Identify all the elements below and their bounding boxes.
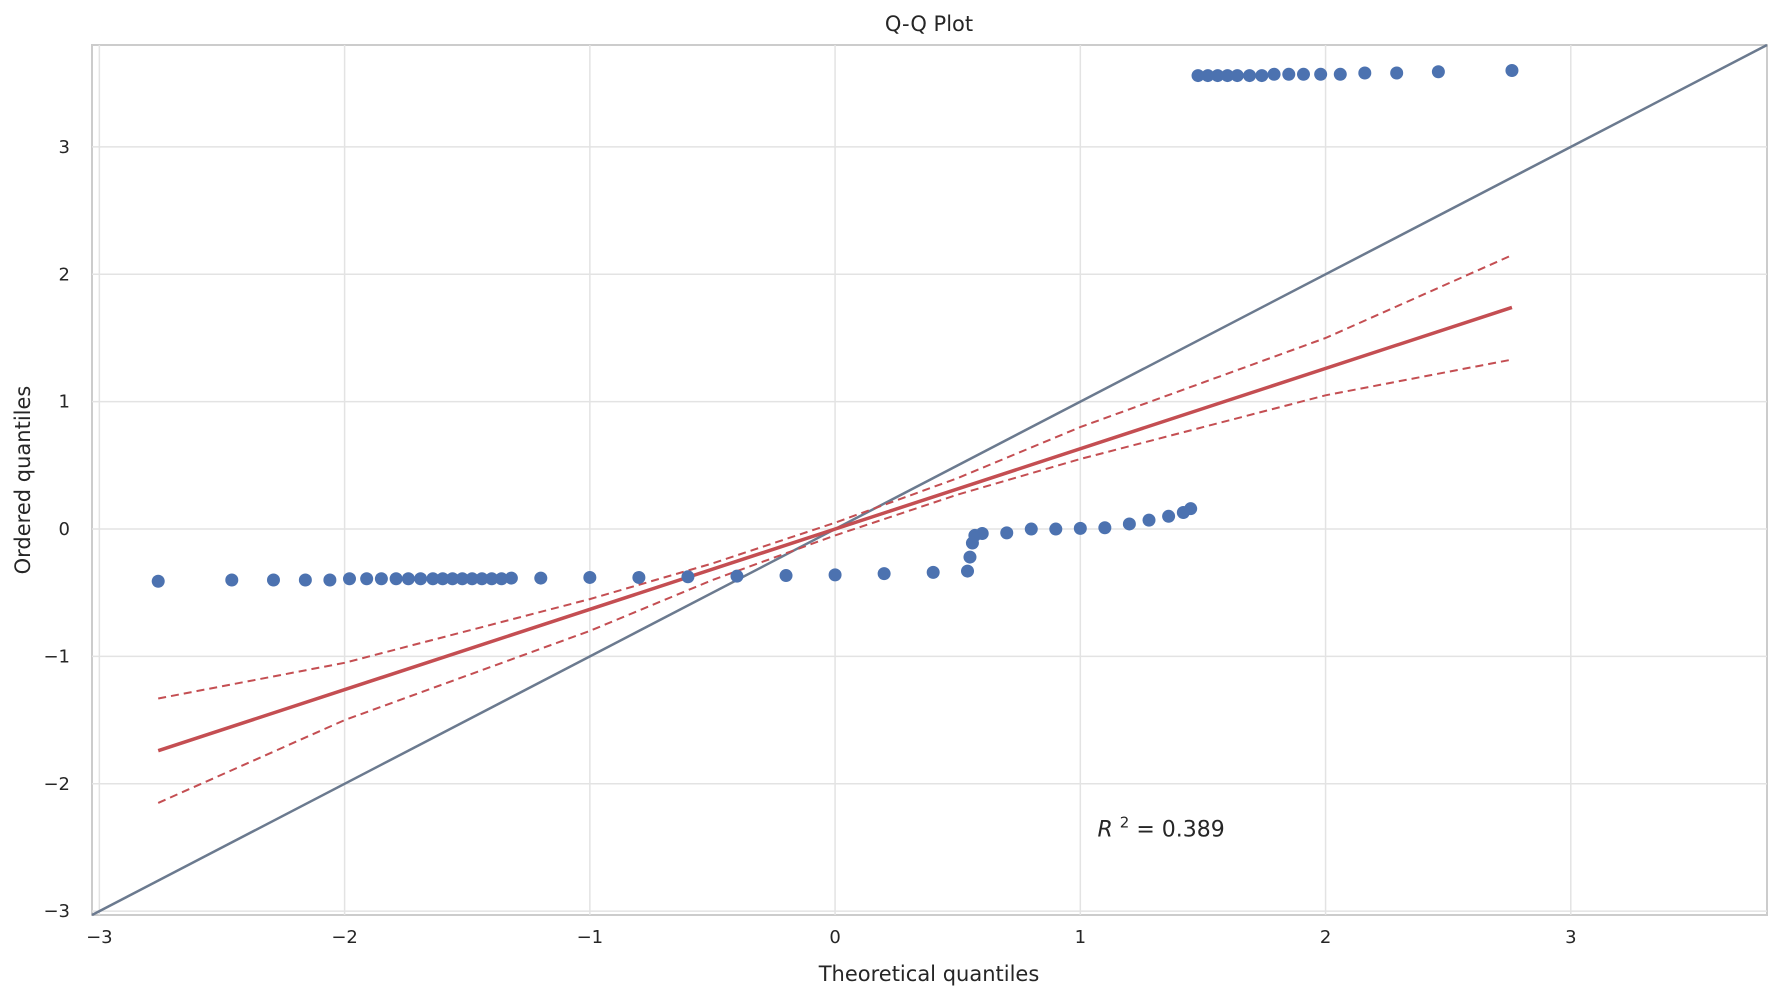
data-point xyxy=(1282,67,1296,81)
data-point xyxy=(504,571,518,585)
data-point xyxy=(389,572,403,586)
data-point xyxy=(1296,67,1310,81)
data-point xyxy=(963,550,977,564)
data-point xyxy=(401,572,415,586)
data-point xyxy=(1243,69,1257,83)
data-point xyxy=(298,573,312,587)
data-point xyxy=(1505,63,1519,77)
y-tick-label: 2 xyxy=(59,264,70,285)
data-point xyxy=(1162,509,1176,523)
x-tick-labels: −3 −2 −1 0 1 2 3 xyxy=(86,927,1576,948)
data-point xyxy=(1049,522,1063,536)
r-squared-symbol: R xyxy=(1097,817,1112,842)
x-axis-label: Theoretical quantiles xyxy=(818,962,1040,986)
y-tick-label: 0 xyxy=(59,519,70,540)
confidence-band-upper xyxy=(158,254,1513,700)
data-point xyxy=(1201,69,1215,83)
data-point xyxy=(225,573,239,587)
grid xyxy=(92,45,1767,915)
data-point xyxy=(1098,521,1112,535)
fit-line xyxy=(157,305,1513,753)
data-point xyxy=(455,572,469,586)
data-point xyxy=(632,570,646,584)
data-point xyxy=(465,572,479,586)
data-point xyxy=(374,572,388,586)
data-point xyxy=(266,573,280,587)
data-point xyxy=(151,574,165,588)
r-squared-exponent: 2 xyxy=(1120,813,1130,831)
x-tick-label: −2 xyxy=(331,927,358,948)
data-point xyxy=(1000,526,1014,540)
data-point xyxy=(1255,69,1269,83)
data-point xyxy=(828,568,842,582)
data-point xyxy=(485,572,499,586)
data-point xyxy=(779,569,793,583)
data-point xyxy=(1220,69,1234,83)
confidence-band-lower xyxy=(157,358,1513,804)
data-point xyxy=(1122,517,1136,531)
data-point xyxy=(534,571,548,585)
data-point xyxy=(1267,67,1281,81)
x-tick-label: −3 xyxy=(86,927,113,948)
y-axis-label: Ordered quantiles xyxy=(11,386,35,575)
r-squared-annotation: R 2 = 0.389 xyxy=(1097,808,1224,842)
data-point xyxy=(1230,69,1244,83)
data-point xyxy=(1184,502,1198,516)
data-point xyxy=(1191,69,1205,83)
x-tick-label: 2 xyxy=(1320,927,1331,948)
plot-content xyxy=(91,43,1768,917)
y-tick-label: 1 xyxy=(59,392,70,413)
x-tick-label: −1 xyxy=(577,927,604,948)
data-point xyxy=(1431,65,1445,79)
data-point xyxy=(1073,521,1087,535)
data-point xyxy=(1333,67,1347,81)
data-point xyxy=(1024,522,1038,536)
x-tick-label: 3 xyxy=(1565,927,1576,948)
y-tick-label: −2 xyxy=(43,774,70,795)
data-point xyxy=(926,565,940,579)
data-point xyxy=(436,572,450,586)
data-point xyxy=(1390,66,1404,80)
r-squared-value: = 0.389 xyxy=(1136,817,1224,842)
x-tick-label: 1 xyxy=(1075,927,1086,948)
data-point xyxy=(426,572,440,586)
data-point xyxy=(446,572,460,586)
data-point xyxy=(1211,69,1225,83)
data-point xyxy=(583,570,597,584)
data-point xyxy=(681,570,695,584)
y-tick-label: −1 xyxy=(43,646,70,667)
x-tick-label: 0 xyxy=(829,927,840,948)
reference-line xyxy=(91,43,1768,917)
chart-title: Q-Q Plot xyxy=(885,12,973,36)
data-point xyxy=(877,567,891,581)
data-point xyxy=(360,572,374,586)
data-point xyxy=(475,572,489,586)
y-tick-labels: −3 −2 −1 0 1 2 3 xyxy=(43,137,70,922)
data-point xyxy=(730,569,744,583)
data-point xyxy=(975,526,989,540)
data-point xyxy=(323,573,337,587)
data-point xyxy=(495,572,509,586)
y-tick-label: −3 xyxy=(43,901,70,922)
data-point xyxy=(343,572,357,586)
data-point xyxy=(414,572,428,586)
data-point xyxy=(961,564,975,578)
y-tick-label: 3 xyxy=(59,137,70,158)
data-point xyxy=(1358,66,1372,80)
data-point xyxy=(1314,67,1328,81)
data-point xyxy=(1142,513,1156,527)
